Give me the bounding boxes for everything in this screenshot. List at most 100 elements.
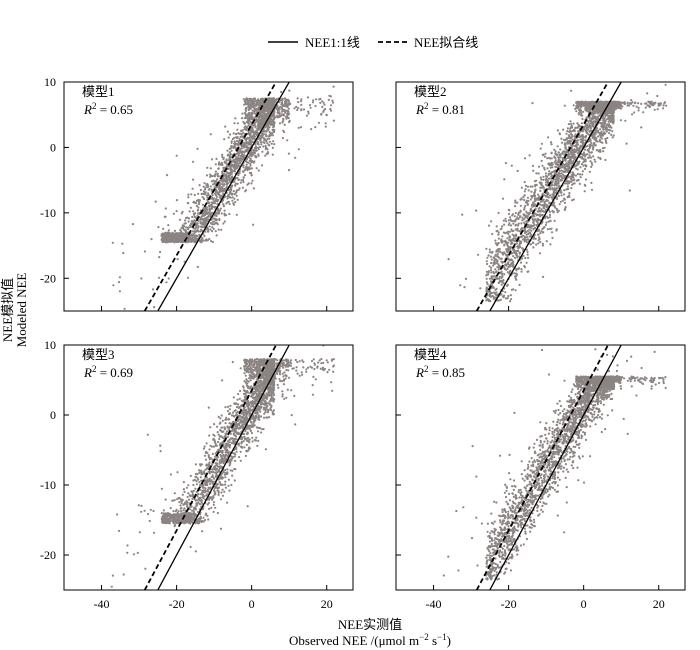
data-point xyxy=(244,144,247,147)
data-point xyxy=(225,180,229,183)
data-point xyxy=(488,248,491,251)
data-point xyxy=(534,189,537,192)
data-point xyxy=(547,173,550,176)
data-point xyxy=(557,163,560,166)
data-point xyxy=(510,239,513,242)
data-point xyxy=(507,271,511,274)
data-point xyxy=(224,176,227,179)
data-point xyxy=(561,152,564,155)
data-point xyxy=(494,253,497,256)
data-point xyxy=(186,276,190,279)
data-point xyxy=(576,139,580,142)
data-point xyxy=(595,140,598,143)
data-point xyxy=(571,174,574,177)
data-point xyxy=(240,153,244,156)
data-point xyxy=(253,110,256,113)
data-point xyxy=(184,219,187,222)
data-point xyxy=(297,148,300,151)
data-point xyxy=(544,223,548,227)
data-point xyxy=(261,103,264,106)
legend-solid-label: NEE1:1线 xyxy=(305,35,360,50)
data-point xyxy=(591,110,594,114)
data-point xyxy=(268,106,271,109)
data-point xyxy=(215,195,218,198)
data-point xyxy=(557,194,560,197)
data-point xyxy=(240,135,243,138)
data-point xyxy=(497,250,500,253)
data-point xyxy=(520,222,523,225)
data-point xyxy=(588,170,592,173)
data-point xyxy=(590,181,593,184)
data-point xyxy=(223,161,226,164)
data-point xyxy=(574,133,577,136)
data-point xyxy=(282,118,285,121)
data-point xyxy=(583,155,587,158)
data-point xyxy=(509,245,512,249)
data-point xyxy=(560,194,563,197)
data-point xyxy=(501,235,504,238)
data-point xyxy=(257,169,260,172)
data-point xyxy=(228,171,231,175)
data-point xyxy=(508,239,511,242)
data-point xyxy=(240,179,243,182)
data-point xyxy=(242,131,245,134)
data-point xyxy=(123,307,126,310)
data-point xyxy=(197,206,200,209)
data-point xyxy=(244,125,247,128)
data-point xyxy=(265,147,268,151)
data-point xyxy=(171,235,175,238)
data-point xyxy=(579,166,582,169)
data-point xyxy=(266,137,269,140)
data-point xyxy=(514,289,517,292)
data-point xyxy=(570,124,573,128)
data-point xyxy=(247,113,251,116)
data-point xyxy=(521,219,524,222)
data-point xyxy=(592,145,595,149)
data-point xyxy=(496,255,499,258)
data-point xyxy=(576,168,579,171)
data-point xyxy=(533,215,536,218)
data-point xyxy=(196,265,199,268)
data-point xyxy=(513,248,516,251)
data-point xyxy=(520,198,523,201)
data-point xyxy=(485,281,488,284)
data-point xyxy=(503,240,506,243)
data-point xyxy=(539,232,542,235)
data-point xyxy=(226,175,229,178)
data-point xyxy=(247,121,250,125)
data-point xyxy=(593,120,596,123)
data-point xyxy=(249,133,252,136)
data-point xyxy=(254,98,257,101)
data-point xyxy=(202,190,205,193)
data-point xyxy=(281,97,284,100)
data-point xyxy=(562,193,566,196)
data-point xyxy=(537,207,540,210)
data-point xyxy=(311,101,315,104)
data-point xyxy=(544,195,548,198)
data-point xyxy=(494,288,497,291)
data-point xyxy=(598,138,602,141)
data-point xyxy=(510,228,513,231)
data-point xyxy=(236,156,239,159)
data-point xyxy=(193,215,196,219)
data-point xyxy=(204,210,207,213)
data-point xyxy=(255,102,258,105)
data-point xyxy=(527,223,530,227)
data-point xyxy=(604,119,607,122)
data-point xyxy=(241,170,244,173)
data-point xyxy=(494,293,497,296)
data-point xyxy=(567,136,570,139)
data-point xyxy=(282,129,285,132)
data-point xyxy=(213,180,216,183)
data-point xyxy=(191,215,194,219)
data-point xyxy=(256,99,259,102)
data-point xyxy=(193,227,196,230)
data-point xyxy=(269,98,272,101)
data-point xyxy=(534,226,537,230)
data-point xyxy=(175,210,178,213)
data-point xyxy=(516,224,520,227)
data-point xyxy=(228,147,231,150)
data-point xyxy=(310,128,313,131)
data-point xyxy=(495,250,498,253)
data-point xyxy=(252,223,255,226)
